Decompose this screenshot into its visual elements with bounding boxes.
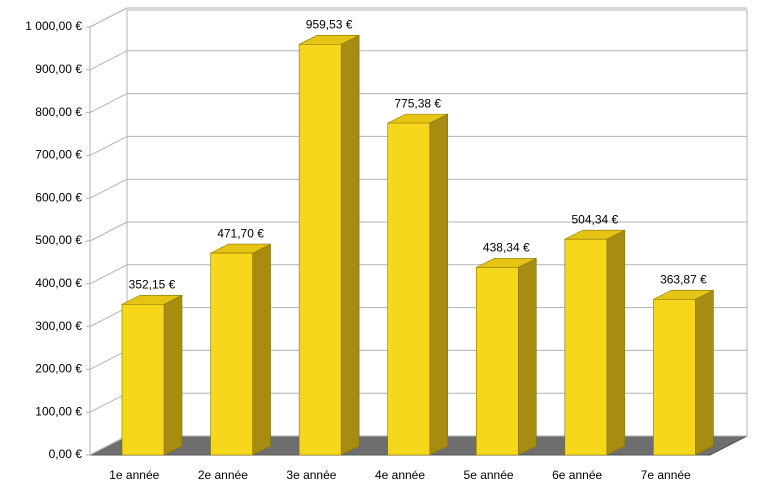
- x-tick-label: 3e année: [286, 468, 336, 482]
- value-label: 352,15 €: [129, 277, 176, 291]
- bar: [210, 243, 271, 456]
- bar: [298, 34, 360, 456]
- grid-line: [89, 264, 128, 285]
- bar: [121, 294, 183, 456]
- grid-line: [89, 93, 128, 114]
- bar-front: [653, 298, 696, 456]
- grid-line: [89, 307, 128, 328]
- y-tick-label: 600,00 €: [35, 190, 82, 204]
- bar-side: [252, 243, 271, 456]
- x-tick-label: 2e année: [198, 468, 248, 482]
- grid-line: [89, 50, 128, 71]
- y-tick-label: 400,00 €: [35, 276, 82, 290]
- bar-side: [695, 289, 714, 456]
- bar-front: [121, 303, 165, 456]
- bar: [387, 113, 449, 456]
- value-label: 959,53 €: [306, 17, 353, 31]
- y-tick-label: 100,00 €: [35, 404, 82, 418]
- grid-line: [89, 349, 128, 370]
- bar-front: [210, 252, 253, 456]
- value-label: 438,34 €: [483, 241, 530, 255]
- value-label: 471,70 €: [217, 226, 264, 240]
- y-tick-label: 300,00 €: [35, 319, 82, 333]
- bar-side: [429, 113, 449, 456]
- y-tick-label: 900,00 €: [35, 62, 82, 76]
- grid-line: [89, 435, 128, 456]
- x-tick-label: 4e année: [375, 468, 425, 482]
- grid-line: [89, 221, 128, 242]
- bar-front: [387, 122, 431, 456]
- grid-line: [89, 135, 128, 156]
- y-tick-label: 200,00 €: [35, 362, 82, 376]
- grid-line: [89, 392, 128, 413]
- x-tick-label: 1e année: [109, 468, 159, 482]
- bar-front: [475, 267, 519, 456]
- y-tick-label: 1 000,00 €: [25, 19, 82, 33]
- y-tick-label: 500,00 €: [35, 233, 82, 247]
- grid-line: [89, 178, 128, 199]
- grid-line: [89, 7, 128, 28]
- bar-side: [340, 34, 360, 456]
- value-label: 363,87 €: [660, 272, 707, 286]
- bar-front: [298, 44, 342, 456]
- y-tick-label: 800,00 €: [35, 105, 82, 119]
- bar-side: [606, 229, 626, 456]
- bar-side: [163, 294, 183, 456]
- value-label: 775,38 €: [394, 96, 441, 110]
- value-label: 504,34 €: [571, 212, 618, 226]
- bar-front: [564, 238, 608, 456]
- y-tick-label: 700,00 €: [35, 148, 82, 162]
- bar: [653, 289, 714, 456]
- bar: [475, 257, 537, 456]
- y-tick-label: 0,00 €: [49, 447, 83, 461]
- bar-side: [517, 257, 537, 456]
- x-tick-label: 6e année: [552, 468, 602, 482]
- bar: [564, 229, 626, 456]
- x-tick-label: 7e année: [641, 468, 691, 482]
- x-tick-label: 5e année: [464, 468, 514, 482]
